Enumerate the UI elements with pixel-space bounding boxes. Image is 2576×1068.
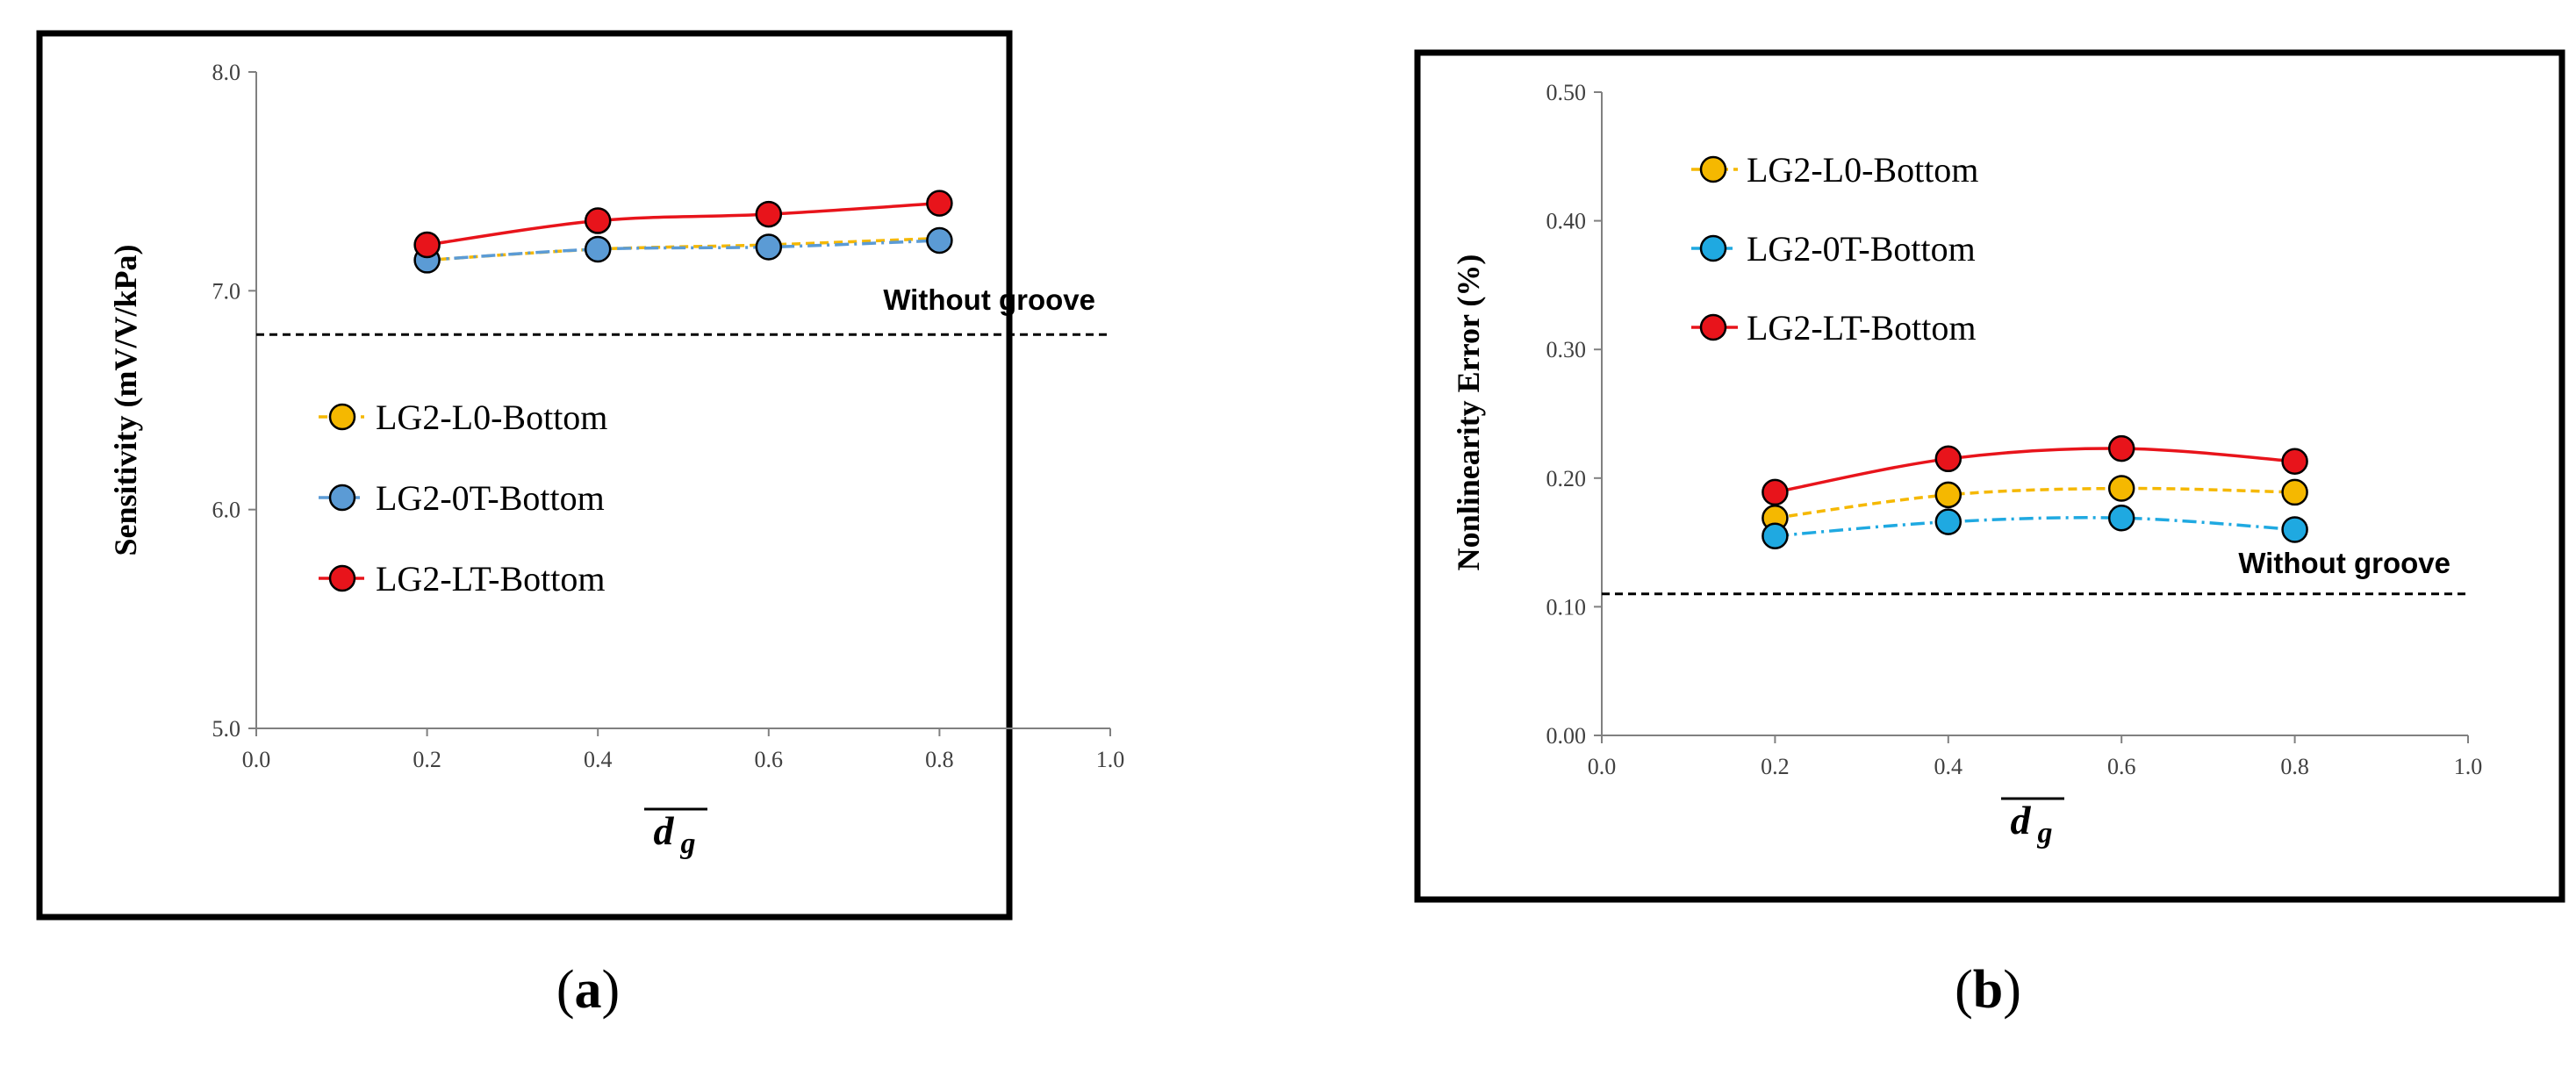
y-tick-label: 0.40 <box>1546 209 1587 234</box>
x-axis-label-subscript: g <box>2037 817 2053 849</box>
legend-label: LG2-LT-Bottom <box>376 559 606 599</box>
data-point-LG2-0T-Bottom <box>926 226 953 254</box>
x-tick-label: 0.2 <box>413 747 441 772</box>
x-axis-label-subscript: g <box>680 828 696 860</box>
series-line-LG2-L0-Bottom <box>1775 486 2295 520</box>
y-tick-label: 0.00 <box>1546 723 1587 749</box>
legend-label: LG2-0T-Bottom <box>1747 229 1976 269</box>
data-point-LG2-0T-Bottom <box>2281 516 2308 543</box>
data-point-LG2-LT-Bottom <box>584 207 612 234</box>
series-line-LG2-LT-Bottom <box>1775 447 2295 494</box>
x-tick-label: 0.6 <box>755 747 784 772</box>
legend-marker <box>1699 234 1727 262</box>
data-point-LG2-0T-Bottom <box>1762 522 1789 550</box>
x-axis-label: d <box>2011 798 2032 842</box>
data-point-LG2-LT-Bottom <box>1934 445 1962 473</box>
y-tick-label: 0.30 <box>1546 337 1587 362</box>
y-tick-label: 7.0 <box>212 278 241 304</box>
x-tick-label: 0.4 <box>1934 754 1963 779</box>
legend-marker <box>328 403 356 431</box>
data-point-LG2-LT-Bottom <box>755 200 783 228</box>
x-tick-label: 0.2 <box>1761 754 1790 779</box>
data-point-LG2-L0-Bottom <box>2281 478 2308 506</box>
y-tick-label: 0.10 <box>1546 594 1587 620</box>
y-axis-label: Sensitivity (mV/V/kPa) <box>108 245 143 556</box>
data-point-LG2-LT-Bottom <box>2281 448 2308 475</box>
x-tick-label: 0.8 <box>925 747 954 772</box>
data-point-LG2-LT-Bottom <box>926 190 953 217</box>
reference-line-label: Without groove <box>883 283 1095 316</box>
data-point-LG2-LT-Bottom <box>2107 434 2135 462</box>
chart-panel-a: 5.0 6.0 7.0 8.0 0.0 0.2 0.4 0.6 0.8 1.0 Sensitivit… <box>36 30 1125 1020</box>
y-tick-label: 0.20 <box>1546 466 1587 491</box>
data-point-LG2-L0-Bottom <box>2107 475 2135 502</box>
series-line-LG2-0T-Bottom <box>1775 516 2295 538</box>
data-point-LG2-LT-Bottom <box>1762 478 1789 506</box>
legend-label: LG2-LT-Bottom <box>1747 308 1977 348</box>
legend-label: LG2-L0-Bottom <box>1747 150 1978 190</box>
legend-label: LG2-0T-Bottom <box>376 478 605 518</box>
chart-frame <box>1414 49 2565 903</box>
legend-marker <box>1699 313 1727 341</box>
x-tick-label: 0.8 <box>2280 754 2309 779</box>
panel-label: (b) <box>1955 960 2021 1020</box>
legend-marker <box>328 564 356 592</box>
x-tick-label: 0.0 <box>242 747 271 772</box>
legend-label: LG2-L0-Bottom <box>376 398 607 437</box>
y-tick-label: 0.50 <box>1546 80 1587 105</box>
reference-line-label: Without groove <box>2238 547 2450 579</box>
x-tick-label: 1.0 <box>2454 754 2483 779</box>
y-tick-label: 8.0 <box>212 60 241 85</box>
data-point-LG2-0T-Bottom <box>755 233 783 261</box>
x-tick-label: 0.4 <box>584 747 613 772</box>
data-point-LG2-0T-Bottom <box>1934 508 1962 535</box>
x-tick-label: 0.6 <box>2107 754 2136 779</box>
data-point-LG2-L0-Bottom <box>1934 481 1962 509</box>
data-point-LG2-0T-Bottom <box>584 235 612 263</box>
y-tick-label: 5.0 <box>212 716 241 742</box>
x-axis-label: d <box>654 808 675 853</box>
series-line-LG2-0T-Bottom <box>427 239 940 262</box>
legend-marker <box>1699 155 1727 183</box>
series-line-LG2-LT-Bottom <box>427 201 940 247</box>
legend-marker <box>328 484 356 512</box>
y-tick-label: 6.0 <box>212 498 241 523</box>
x-tick-label: 1.0 <box>1096 747 1125 772</box>
chart-panel-b: 0.00 0.10 0.20 0.30 0.40 0.50 0.0 0.2 0.4 0.6 0.8 1… <box>1414 49 2565 1020</box>
data-point-LG2-0T-Bottom <box>2107 504 2135 532</box>
data-point-LG2-LT-Bottom <box>413 231 441 259</box>
panel-label: (a) <box>556 960 620 1020</box>
y-axis-label: Nonlinearity Error (%) <box>1451 254 1486 571</box>
x-tick-label: 0.0 <box>1588 754 1617 779</box>
chart-frame <box>36 30 1013 921</box>
